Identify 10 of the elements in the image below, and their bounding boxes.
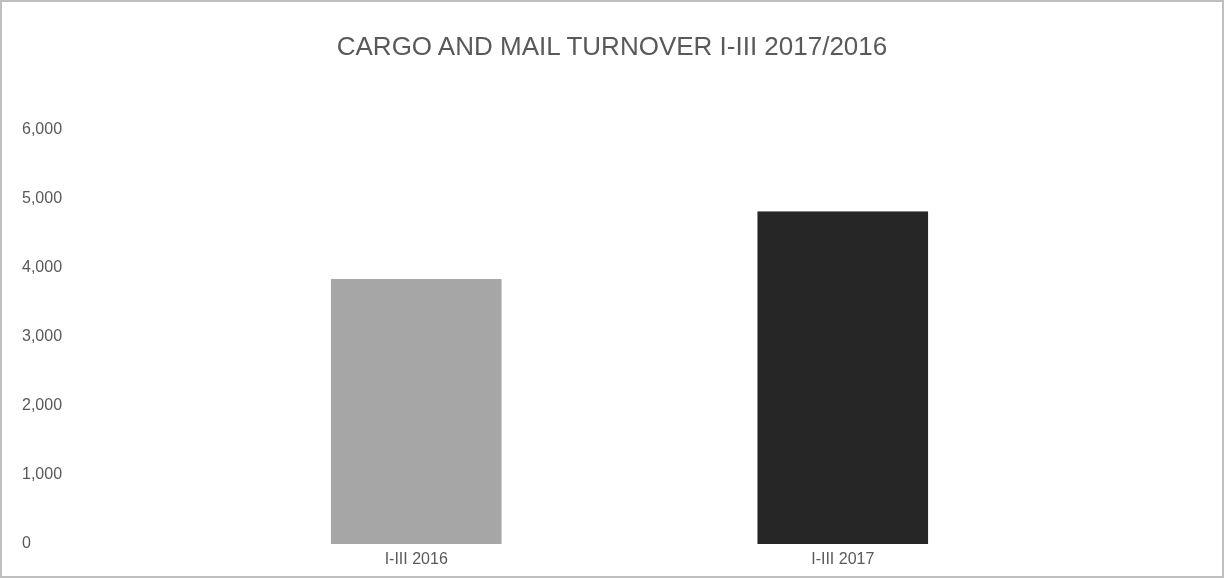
y-tick-label: 3,000 xyxy=(22,327,63,345)
y-tick-label: 1,000 xyxy=(22,465,63,483)
x-tick-label: I-III 2016 xyxy=(384,550,448,567)
chart-title: CARGO AND MAIL TURNOVER I-III 2017/2016 xyxy=(336,31,888,61)
y-tick-label: 0 xyxy=(22,534,31,552)
y-tick-label: 6,000 xyxy=(22,120,63,138)
y-tick-label: 4,000 xyxy=(22,258,63,276)
y-tick-label: 2,000 xyxy=(22,396,63,414)
y-tick-label: 5,000 xyxy=(22,189,63,207)
x-tick-label: I-III 2017 xyxy=(811,550,875,567)
